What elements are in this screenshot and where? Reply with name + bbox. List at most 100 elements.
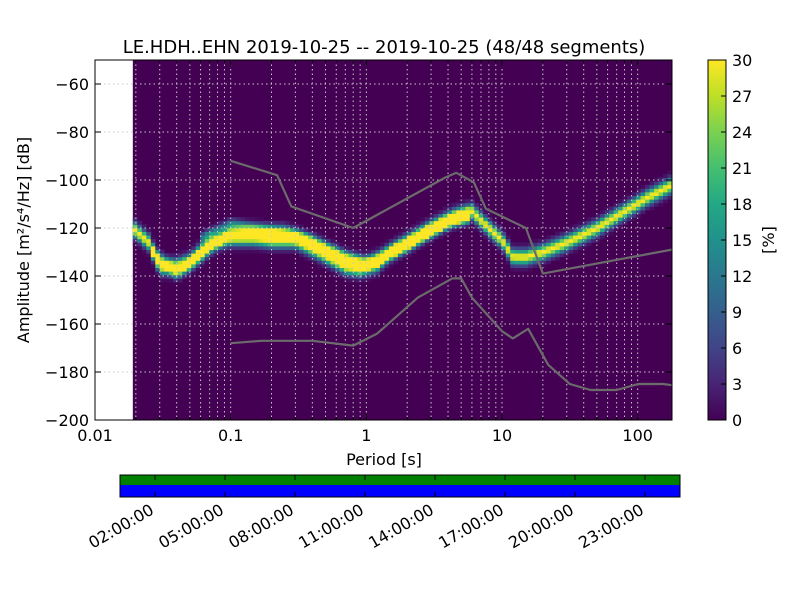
heatmap-cell <box>182 274 188 279</box>
heatmap-cell <box>397 242 403 247</box>
heatmap-cell <box>352 267 358 272</box>
heatmap-cell <box>294 235 300 240</box>
heatmap-cell <box>366 274 372 279</box>
heatmap-cell <box>146 253 152 258</box>
heatmap-cell <box>352 278 358 283</box>
heatmap-cell <box>492 228 498 232</box>
heatmap-cell <box>240 242 246 247</box>
heatmap-cell <box>591 231 597 236</box>
heatmap-cell <box>528 260 534 265</box>
heatmap-cell <box>388 260 394 265</box>
heatmap-cell <box>595 238 601 243</box>
heatmap-cell <box>577 228 583 232</box>
heatmap-cell <box>546 235 552 240</box>
y-tick-label: −120 <box>45 219 89 238</box>
heatmap-cell <box>361 256 367 261</box>
heatmap-cell <box>155 242 161 247</box>
heatmap-cell <box>177 253 183 258</box>
heatmap-cell <box>478 206 484 211</box>
heatmap-cell <box>649 199 655 204</box>
heatmap-cell <box>281 224 286 229</box>
heatmap-cell <box>335 249 340 254</box>
heatmap-cell <box>155 260 161 265</box>
heatmap-cell <box>622 213 628 218</box>
heatmap-cell <box>532 246 538 250</box>
heatmap-cell <box>159 278 165 283</box>
timeline-tick-label: 05:00:00 <box>155 500 227 552</box>
heatmap-cell <box>344 278 349 283</box>
heatmap-cell <box>330 238 336 243</box>
heatmap-cell <box>357 253 363 258</box>
heatmap-cell <box>582 235 588 240</box>
heatmap-cell <box>366 264 372 268</box>
heatmap-cell <box>667 174 672 178</box>
heatmap-cell <box>640 210 646 214</box>
heatmap-cell <box>478 231 484 236</box>
heatmap-cell <box>218 235 224 240</box>
heatmap-cell <box>321 238 327 243</box>
heatmap-cell <box>609 210 614 214</box>
heatmap-cell <box>204 246 210 250</box>
heatmap-cell <box>460 206 466 211</box>
heatmap-cell <box>186 253 192 258</box>
heatmap-cell <box>141 238 147 243</box>
heatmap-cell <box>537 246 543 250</box>
heatmap-cell <box>240 238 246 243</box>
heatmap-cell <box>308 235 313 240</box>
heatmap-cell <box>132 231 138 236</box>
heatmap-cell <box>150 264 156 268</box>
heatmap-cell <box>501 253 507 258</box>
heatmap-cell <box>415 242 421 247</box>
heatmap-cell <box>627 206 632 211</box>
heatmap-cell <box>285 228 291 232</box>
colorbar-tick-label: 12 <box>732 267 752 286</box>
heatmap-cell <box>654 192 659 196</box>
heatmap-cell <box>182 249 188 254</box>
heatmap-cell <box>577 231 583 236</box>
heatmap-cell <box>146 238 152 243</box>
heatmap-cell <box>204 242 210 247</box>
heatmap-cell <box>159 274 165 279</box>
heatmap-cell <box>384 253 390 258</box>
heatmap-cell <box>213 242 219 247</box>
colorbar-tick-label: 6 <box>732 339 742 358</box>
heatmap-cell <box>658 188 664 193</box>
heatmap-cell <box>330 271 336 276</box>
heatmap-cell <box>451 202 457 207</box>
heatmap-cell <box>532 238 538 243</box>
heatmap-cell <box>631 213 637 218</box>
heatmap-cell <box>564 253 570 258</box>
heatmap-cell <box>618 210 623 214</box>
heatmap-cell <box>379 253 385 258</box>
heatmap-cell <box>577 235 583 240</box>
heatmap-cell <box>267 249 273 254</box>
heatmap-cell <box>200 256 206 261</box>
heatmap-cell <box>191 242 197 247</box>
heatmap-cell <box>537 238 543 243</box>
heatmap-cell <box>218 238 224 243</box>
heatmap-cell <box>335 260 340 265</box>
heatmap-cell <box>299 224 304 229</box>
heatmap-cell <box>532 256 538 261</box>
heatmap-cell <box>213 238 219 243</box>
heatmap-cell <box>370 253 376 258</box>
heatmap-cell <box>191 253 197 258</box>
heatmap-cell <box>375 246 381 250</box>
heatmap-cell <box>420 228 426 232</box>
heatmap-cell <box>510 264 516 268</box>
y-tick-label: −60 <box>55 75 89 94</box>
heatmap-cell <box>474 206 480 211</box>
heatmap-cell <box>141 249 147 254</box>
heatmap-cell <box>447 202 453 207</box>
heatmap-cell <box>366 253 372 258</box>
colorbar-tick-label: 18 <box>732 195 752 214</box>
heatmap-cell <box>573 235 579 240</box>
heatmap-cell <box>299 246 304 250</box>
heatmap-cell <box>496 224 502 229</box>
heatmap-cell <box>182 267 188 272</box>
colorbar-tick-label: 30 <box>732 51 752 70</box>
heatmap-cell <box>285 224 291 229</box>
heatmap-cell <box>312 253 318 258</box>
heatmap-cell <box>474 224 480 229</box>
heatmap-cell <box>258 235 264 240</box>
